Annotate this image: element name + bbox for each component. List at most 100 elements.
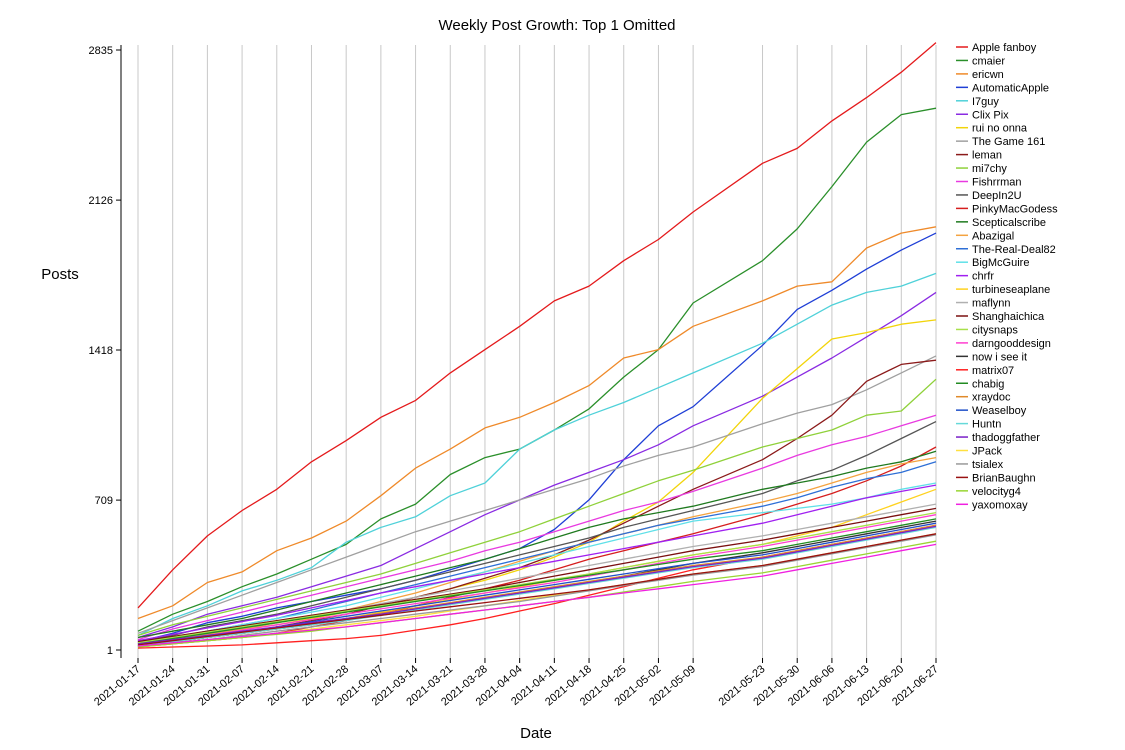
series-line-32 xyxy=(137,533,937,646)
x-axis: 2021-01-172021-01-242021-01-312021-02-07… xyxy=(92,658,941,708)
series-line-28 xyxy=(137,526,937,647)
legend-label: chrfr xyxy=(972,271,994,283)
chart-title: Weekly Post Growth: Top 1 Omitted xyxy=(438,17,675,34)
series-line-31 xyxy=(137,534,937,647)
legend-label: JPack xyxy=(972,446,1002,458)
legend-item: DeepIn2U xyxy=(956,190,1022,202)
legend-label: cmaier xyxy=(972,55,1005,67)
legend-label: BrianBaughn xyxy=(972,472,1036,484)
legend-label: PinkyMacGodess xyxy=(972,203,1058,215)
legend-item: chabig xyxy=(956,378,1004,390)
legend-item: velocityg4 xyxy=(956,486,1021,498)
series-line-11 xyxy=(137,421,937,643)
legend-label: thadoggfather xyxy=(972,432,1040,444)
legend-label: turbineseaplane xyxy=(972,284,1050,296)
legend-label: Scepticalscribe xyxy=(972,217,1046,229)
legend-item: cmaier xyxy=(956,55,1005,67)
legend-label: Huntn xyxy=(972,419,1001,431)
legend-label: AutomaticApple xyxy=(972,82,1049,94)
legend-item: BrianBaughn xyxy=(956,472,1036,484)
series-line-7 xyxy=(137,355,937,634)
legend-item: rui no onna xyxy=(956,123,1028,135)
legend-item: turbineseaplane xyxy=(956,284,1050,296)
y-tick-label: 2126 xyxy=(89,195,113,207)
series-line-2 xyxy=(137,226,937,620)
series-lines xyxy=(137,42,937,649)
series-line-34 xyxy=(137,543,937,647)
legend-item: matrix07 xyxy=(956,365,1014,377)
y-axis: 1 709 1418 2126 2835 xyxy=(89,45,122,658)
series-line-6 xyxy=(137,319,937,645)
y-tick-label: 2835 xyxy=(89,45,113,57)
legend-item: leman xyxy=(956,150,1002,162)
legend-item: chrfr xyxy=(956,271,994,283)
legend-item: darngooddesign xyxy=(956,338,1051,350)
legend-label: DeepIn2U xyxy=(972,190,1022,202)
legend-item: Weaselboy xyxy=(956,405,1027,417)
legend-label: Weaselboy xyxy=(972,405,1027,417)
series-line-17 xyxy=(137,484,937,642)
legend-item: Clix Pix xyxy=(956,109,1009,121)
legend-label: The-Real-Deal82 xyxy=(972,244,1056,256)
legend-label: mi7chy xyxy=(972,163,1007,175)
series-line-1 xyxy=(137,107,937,632)
legend-item: JPack xyxy=(956,446,1002,458)
legend-item: mi7chy xyxy=(956,163,1007,175)
legend-item: The-Real-Deal82 xyxy=(956,244,1056,256)
x-axis-title: Date xyxy=(520,725,552,742)
legend-label: yaxomoxay xyxy=(972,499,1028,511)
legend-item: xraydoc xyxy=(956,392,1011,404)
series-line-25 xyxy=(137,518,937,645)
legend-label: Clix Pix xyxy=(972,109,1009,121)
y-tick-label: 1418 xyxy=(89,345,113,357)
legend-label: tsialex xyxy=(972,459,1004,471)
legend-label: velocityg4 xyxy=(972,486,1021,498)
series-line-4 xyxy=(137,272,937,636)
legend-item: citysnaps xyxy=(956,324,1018,336)
legend-item: Scepticalscribe xyxy=(956,217,1046,229)
legend-item: thadoggfather xyxy=(956,432,1040,444)
legend-label: darngooddesign xyxy=(972,338,1051,350)
legend-label: Abazigal xyxy=(972,230,1014,242)
legend-label: ericwn xyxy=(972,69,1004,81)
series-line-22 xyxy=(137,514,937,646)
legend-label: Fishrrman xyxy=(972,177,1022,189)
legend-item: Huntn xyxy=(956,419,1001,431)
legend-label: citysnaps xyxy=(972,324,1018,336)
legend-label: xraydoc xyxy=(972,392,1011,404)
legend-label: maflynn xyxy=(972,298,1011,310)
legend-item: Apple fanboy xyxy=(956,42,1037,54)
legend-item: now i see it xyxy=(956,351,1027,363)
series-line-29 xyxy=(137,525,937,645)
legend-label: rui no onna xyxy=(972,123,1028,135)
legend-item: BigMcGuire xyxy=(956,257,1029,269)
legend-label: chabig xyxy=(972,378,1004,390)
series-line-9 xyxy=(137,378,937,637)
legend-item: maflynn xyxy=(956,298,1011,310)
legend-item: I7guy xyxy=(956,96,999,108)
legend-item: Abazigal xyxy=(956,230,1014,242)
series-line-21 xyxy=(137,511,937,644)
legend-item: yaxomoxay xyxy=(956,499,1028,511)
legend-item: tsialex xyxy=(956,459,1004,471)
y-tick-label: 709 xyxy=(95,495,113,507)
legend-label: The Game 161 xyxy=(972,136,1045,148)
legend-label: matrix07 xyxy=(972,365,1014,377)
legend-item: Shanghaichica xyxy=(956,311,1045,323)
y-axis-title: Posts xyxy=(41,266,79,283)
y-tick-label: 1 xyxy=(107,645,113,657)
legend-item: AutomaticApple xyxy=(956,82,1049,94)
series-line-16 xyxy=(137,482,937,645)
legend-item: ericwn xyxy=(956,69,1004,81)
legend-label: now i see it xyxy=(972,351,1027,363)
series-line-0 xyxy=(137,42,937,609)
series-line-20 xyxy=(137,507,937,643)
legend-item: PinkyMacGodess xyxy=(956,203,1058,215)
series-line-10 xyxy=(137,414,937,641)
legend-item: The Game 161 xyxy=(956,136,1045,148)
grid xyxy=(137,45,937,658)
legend-label: Apple fanboy xyxy=(972,42,1037,54)
legend-label: BigMcGuire xyxy=(972,257,1029,269)
